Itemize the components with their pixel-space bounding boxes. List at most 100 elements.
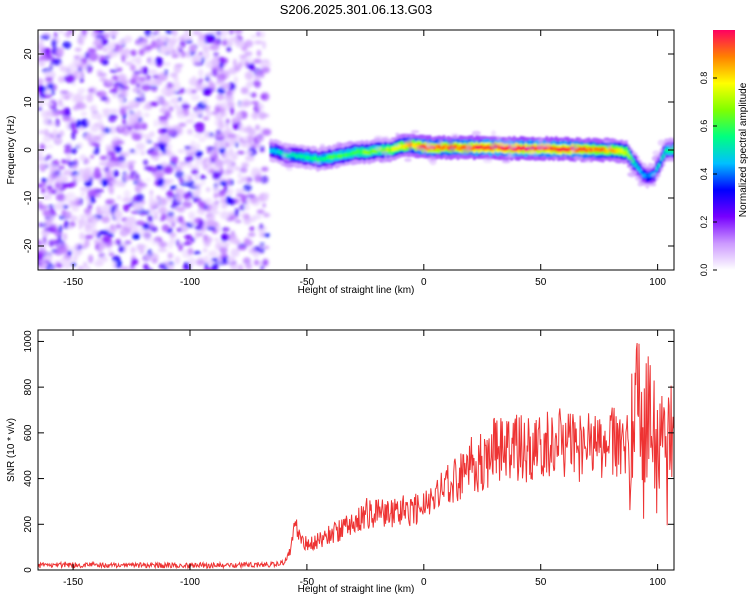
noise-blob [240,142,247,147]
noise-blob [66,153,72,162]
ridge-cell [638,168,642,174]
noise-blob [46,254,53,262]
noise-blob [157,248,168,253]
halo-blob [508,143,517,150]
noise-blob [219,62,224,69]
noise-blob [164,148,172,156]
noise-blob [67,225,73,230]
noise-blob [101,34,105,39]
noise-blob [234,219,242,223]
noise-blob [227,67,238,75]
ridge-cell [358,149,362,155]
noise-blob [256,133,264,143]
noise-blob [113,169,119,178]
noise-blob [107,170,112,176]
noise-blob [245,155,255,162]
noise-blob [247,64,255,69]
ridge-cell [664,148,668,153]
snr-series-line [38,342,674,570]
ridge-cell [447,146,451,151]
noise-blob [46,109,56,118]
noise-blob [58,30,64,34]
halo-blob [281,153,287,160]
noise-blob [245,203,250,211]
noise-blob [88,254,94,264]
ridge-cell [636,166,640,171]
halo-blob [386,138,395,144]
noise-blob [216,80,223,84]
noise-blob [199,174,207,180]
halo-blob [528,151,538,156]
ridge-cell [306,155,310,160]
noise-blob [82,219,88,226]
noise-blob [38,78,44,85]
noise-blob [193,53,202,63]
noise-blob [58,224,63,234]
noise-blob [42,195,50,200]
halo-blob [283,147,292,154]
ridge-cell [313,155,317,160]
noise-blob [45,76,53,82]
noise-blob [130,246,136,254]
ridge-cell [667,148,670,153]
noise-blob [118,124,123,131]
noise-blob [92,135,101,142]
ridge-cell [290,152,294,157]
ridge-cell [346,152,350,157]
noise-blob [223,39,228,46]
ridge-cell [482,145,486,151]
noise-blob [226,142,234,148]
noise-blob [86,213,94,222]
noise-blob [125,54,130,59]
noise-blob [258,111,267,120]
halo-blob [627,159,634,163]
halo-blob [308,164,314,170]
ridge-cell [440,146,444,151]
noise-blob [175,239,180,247]
halo-blob [651,172,661,180]
ridge-cell [388,148,392,153]
noise-blob [137,39,144,45]
noise-blob [121,85,130,91]
halo-blob [456,153,464,159]
noise-blob [38,251,44,260]
noise-blob [237,172,242,179]
ridge-cell [620,149,624,154]
noise-blob [234,30,243,34]
noise-blob [206,111,212,117]
ridge-cell [587,147,591,152]
noise-blob [188,77,197,86]
noise-blob [158,206,168,214]
ridge-cell [601,147,605,152]
noise-blob [168,264,174,270]
noise-blob [246,91,251,97]
halo-blob [491,136,498,143]
ridge-cell [550,146,553,151]
ridge-cell [384,147,387,153]
snr-plot-area [38,330,674,570]
noise-blob [77,91,84,96]
ridge-cell [484,145,488,150]
noise-blob [216,34,222,38]
ridge-cell [335,154,338,159]
noise-blob [229,198,236,206]
noise-blob [86,119,92,124]
ridge-cell [568,146,572,151]
noise-blob [243,239,254,247]
halo-blob [374,146,382,152]
noise-blob [118,182,126,187]
noise-blob [202,248,208,253]
noise-blob [63,260,72,270]
halo-blob [490,142,498,150]
noise-blob [158,263,167,270]
noise-blob [238,264,244,270]
ridge-cell [423,145,427,150]
ridge-cell [641,172,645,178]
noise-blob [251,215,261,220]
noise-blob [219,245,228,254]
noise-blob [55,193,66,202]
noise-blob [254,175,262,183]
noise-blob [109,69,118,73]
halo-blob [346,140,354,145]
noise-blob [58,76,65,83]
